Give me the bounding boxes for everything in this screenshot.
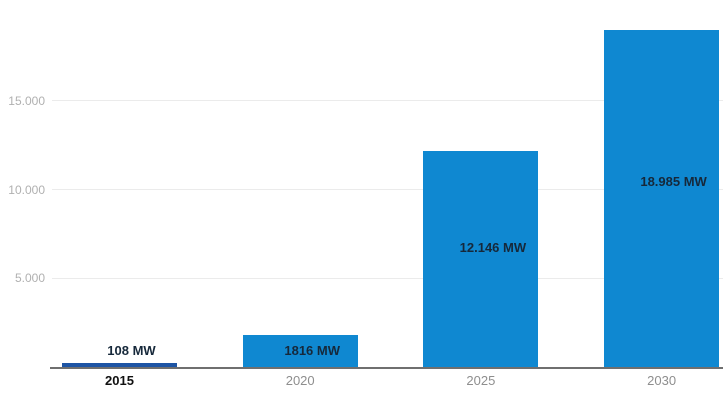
gridline xyxy=(52,189,723,190)
bar-value-label-2030: 18.985 MW xyxy=(640,173,707,189)
bar-value-label-2025: 12.146 MW xyxy=(459,240,527,256)
y-axis-label: 10.000 xyxy=(8,182,45,197)
x-axis-label-2025: 2025 xyxy=(466,373,496,388)
bar-2030[interactable] xyxy=(604,30,720,367)
gridline xyxy=(52,100,723,102)
bar-2015[interactable] xyxy=(62,363,177,367)
x-axis-line xyxy=(50,367,723,369)
x-axis-label-2030: 2030 xyxy=(647,373,677,388)
y-axis-label: 15.000 xyxy=(8,93,45,108)
bar-value-label-2020: 1816 MW xyxy=(284,342,340,358)
gridline xyxy=(52,277,723,279)
x-axis-label-2020: 2020 xyxy=(285,373,315,388)
y-axis-label: 5.000 xyxy=(14,271,45,286)
bar-value-label-2015: 108 MW xyxy=(107,343,156,358)
x-axis-label-2015: 2015 xyxy=(105,373,134,388)
bar-2025[interactable] xyxy=(423,151,539,367)
bar-2020[interactable] xyxy=(242,334,358,367)
